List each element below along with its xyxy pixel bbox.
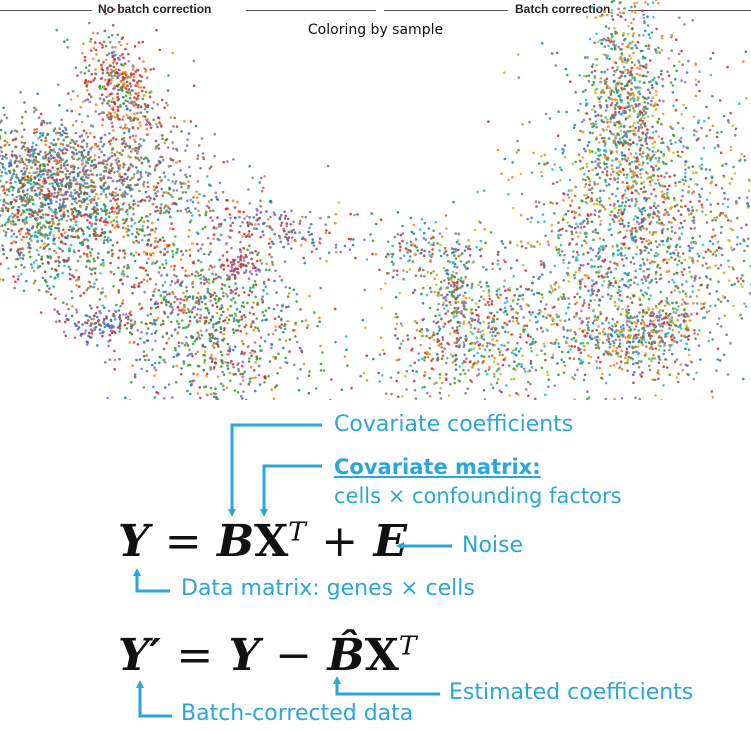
label-covariate-coefficients: Covariate coefficients [334,412,574,437]
left-header-line-right [246,10,376,11]
eq1-x: X [254,516,289,567]
eq1-e: E [373,516,407,567]
right-umap-plot [306,0,751,400]
right-header-line-right [628,10,751,11]
eq2-minus: − [275,630,313,681]
arrow-covariate-matrix [260,464,322,517]
label-noise: Noise [462,533,524,558]
label-batch-corrected: Batch-corrected data [181,701,414,726]
left-header-line-left [0,10,92,11]
eq1-equals: = [164,516,202,567]
eq1-plus: + [321,516,359,567]
label-covariate-matrix-title: Covariate matrix: [334,455,541,479]
plot-subtitle: Coloring by sample [307,22,444,38]
arrow-data-matrix [133,568,170,593]
left-panel-title: No batch correction [98,2,212,16]
label-data-matrix: Data matrix: genes × cells [181,576,475,601]
umap-scatter-plots [0,0,751,400]
label-estimated-coefficients: Estimated coefficients [449,680,694,705]
eq2-y-prime: Y′ [118,630,162,681]
right-panel-title: Batch correction [515,2,611,16]
arrow-estimated-coefficients [333,676,440,696]
eq2-transpose: T [398,630,417,662]
equation-1: Y = BXT + E [118,516,407,567]
eq2-y: Y [228,630,260,681]
eq1-transpose: T [288,516,306,548]
eq1-b: B [216,516,255,567]
arrow-covariate-coefficients [228,423,322,517]
arrow-batch-corrected [136,680,172,718]
eq1-y: Y [118,516,150,567]
left-umap-plot [0,8,381,400]
eq2-x: X [364,630,399,681]
label-covariate-matrix-desc: cells × confounding factors [334,484,622,508]
equation-2: Y′ = Y − B̂XT [118,630,416,681]
eq2-equals: = [176,630,214,681]
right-header-line-left [384,10,508,11]
eq2-b-hat: B̂ [327,630,365,681]
